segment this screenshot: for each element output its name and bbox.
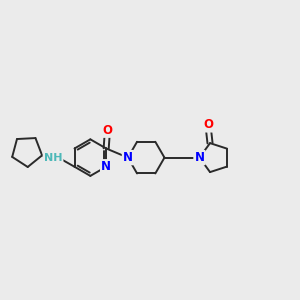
Text: NH: NH: [44, 153, 62, 163]
Text: N: N: [101, 160, 111, 173]
Text: N: N: [123, 151, 133, 164]
Text: O: O: [203, 118, 213, 131]
Text: O: O: [102, 124, 112, 137]
Text: N: N: [194, 151, 205, 164]
